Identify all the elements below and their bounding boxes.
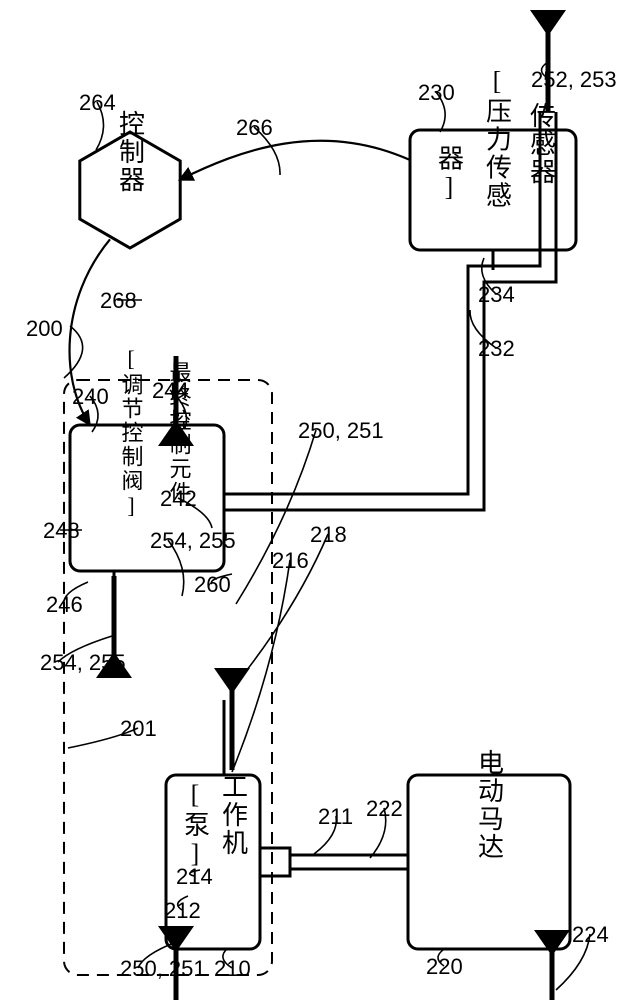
figure-label: 200 bbox=[26, 316, 83, 378]
process-control-diagram: 控制器 传感器 [压力传感 器] 最终控制元件 [调节控制阀] 工作机 [泵] … bbox=[0, 0, 643, 1000]
ref-250--251: 250, 251 bbox=[298, 418, 384, 443]
ref-210: 210 bbox=[214, 956, 251, 981]
work-machine-label-1: 工作机 bbox=[219, 773, 248, 857]
ref-201: 201 bbox=[120, 716, 157, 741]
sensor-label-3: 器] bbox=[435, 145, 464, 204]
motor-shaft bbox=[260, 848, 408, 876]
ref-214: 214 bbox=[176, 864, 213, 889]
figure-number: 200 bbox=[26, 316, 63, 341]
reference-labels: 2012102112122142162182202222242302322342… bbox=[40, 62, 617, 990]
motor-label: 电动马达 bbox=[475, 749, 504, 861]
ref-232: 232 bbox=[478, 336, 515, 361]
ref-220: 220 bbox=[426, 954, 463, 979]
ref-254--255: 254, 255 bbox=[40, 650, 126, 675]
ref-252--253: 252, 253 bbox=[531, 67, 617, 92]
ref-212: 212 bbox=[164, 898, 201, 923]
ref-250--251: 250, 251 bbox=[120, 956, 206, 981]
ref-246: 246 bbox=[46, 592, 83, 617]
ref-234: 234 bbox=[478, 282, 515, 307]
sensor-label-2: [压力传感 bbox=[483, 67, 512, 210]
final-control-label-2: [调节控制阀] bbox=[119, 346, 144, 520]
work-machine-label-2: [泵] bbox=[181, 780, 210, 870]
ref-254--255: 254, 255 bbox=[150, 528, 236, 553]
controller-label: 控制器 bbox=[116, 110, 145, 194]
